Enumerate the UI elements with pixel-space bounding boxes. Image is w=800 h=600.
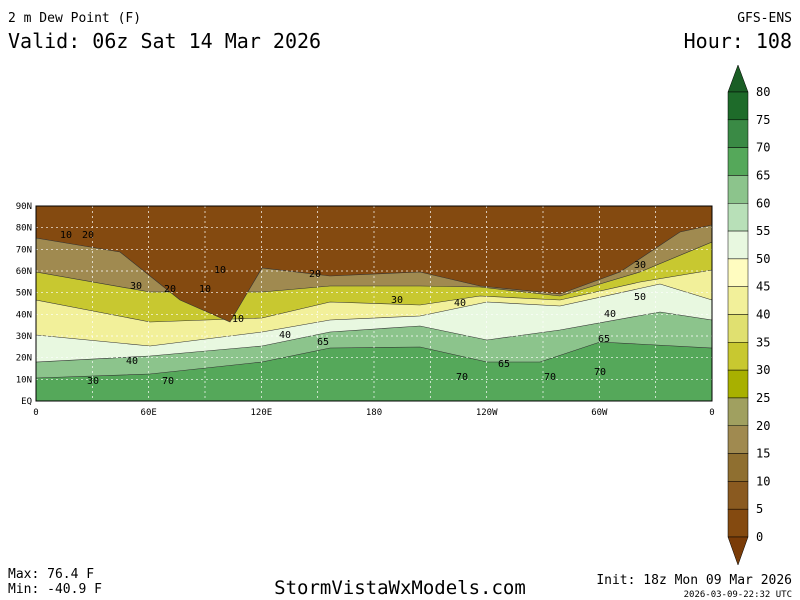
colorbar-label: 45	[756, 280, 770, 294]
lon-label: 120E	[250, 408, 272, 418]
colorbar-label: 5	[756, 502, 763, 516]
contour-label: 10	[60, 230, 72, 241]
contour-label: 10	[214, 265, 226, 276]
contour-label: 65	[598, 334, 610, 345]
contour-label: 65	[498, 359, 510, 370]
colorbar-label: 75	[756, 113, 770, 127]
contour-label: 20	[164, 284, 176, 295]
colorbar-label: 65	[756, 168, 770, 182]
colorbar-label: 25	[756, 391, 770, 405]
contour-label: 20	[309, 269, 321, 280]
colorbar-label: 70	[756, 141, 770, 155]
colorbar-box	[727, 369, 749, 399]
min-value: Min: -40.9 F	[8, 582, 102, 597]
lon-label: 0	[709, 408, 714, 418]
timestamp: 2026-03-09-22:32 UTC	[684, 590, 792, 600]
contour-label: 40	[279, 330, 291, 341]
contour-label: 30	[87, 376, 99, 387]
colorbar-box	[727, 203, 749, 232]
lat-label: 50N	[16, 289, 32, 299]
contour-label: 70	[544, 372, 556, 383]
site-name: StormVistaWxModels.com	[274, 577, 526, 599]
lat-label: EQ	[21, 397, 32, 407]
model-name: GFS-ENS	[737, 11, 792, 26]
lat-label: 70N	[16, 245, 32, 255]
colorbar-box	[727, 314, 749, 343]
colorbar-label: 50	[756, 252, 770, 266]
colorbar-box	[727, 119, 749, 148]
map-title: 2 m Dew Point (F)	[8, 11, 141, 26]
colorbar-box	[727, 481, 749, 510]
colorbar-box	[727, 508, 749, 538]
colorbar-box	[727, 230, 749, 260]
colorbar-label: 40	[756, 308, 770, 322]
colorbar-label: 30	[756, 363, 770, 377]
lon-label: 0	[33, 408, 38, 418]
colorbar-box	[727, 397, 749, 426]
lat-label: 20N	[16, 354, 32, 364]
colorbar-box	[727, 425, 749, 454]
colorbar-label: 55	[756, 224, 770, 238]
max-value: Max: 76.4 F	[8, 567, 94, 582]
contour-label: 70	[456, 372, 468, 383]
lat-label: 30N	[16, 332, 32, 342]
colorbar-label: 20	[756, 419, 770, 433]
colorbar-box	[727, 342, 749, 371]
lat-label: 80N	[16, 224, 32, 234]
colorbar-box	[727, 453, 749, 482]
lon-label: 180	[366, 408, 382, 418]
contour-label: 70	[594, 367, 606, 378]
map-frame	[35, 205, 713, 402]
contour-label: 70	[162, 376, 174, 387]
colorbar-box	[727, 258, 749, 287]
contour-label: 40	[454, 298, 466, 309]
colorbar-label: 15	[756, 447, 770, 461]
colorbar-box	[727, 286, 749, 315]
lat-label: 90N	[16, 202, 32, 212]
contour-label: 30	[634, 260, 646, 271]
contour-label: 40	[126, 356, 138, 367]
contour-label: 10	[232, 314, 244, 325]
contour-label: 65	[317, 337, 329, 348]
init-time: Init: 18z Mon 09 Mar 2026	[596, 573, 792, 588]
colorbar-box	[727, 147, 749, 176]
colorbar-label: 0	[756, 530, 763, 544]
colorbar-label: 35	[756, 335, 770, 349]
colorbar-box	[727, 175, 749, 204]
colorbar-box	[727, 91, 749, 121]
contour-label: 30	[130, 281, 142, 292]
colorbar-bottom-arrow	[727, 536, 749, 566]
lon-label: 120W	[476, 408, 498, 418]
valid-time: Valid: 06z Sat 14 Mar 2026	[8, 29, 321, 53]
lat-label: 10N	[16, 375, 32, 385]
contour-label: 10	[199, 284, 211, 295]
colorbar-label: 60	[756, 196, 770, 210]
contour-label: 30	[391, 295, 403, 306]
forecast-hour: Hour: 108	[684, 29, 792, 53]
colorbar-label: 80	[756, 85, 770, 99]
lat-label: 60N	[16, 267, 32, 277]
lon-label: 60E	[141, 408, 157, 418]
lon-label: 60W	[591, 408, 608, 418]
contour-label: 50	[634, 292, 646, 303]
colorbar-label: 10	[756, 474, 770, 488]
lat-label: 40N	[16, 310, 32, 320]
contour-label: 20	[82, 230, 94, 241]
contour-label: 40	[604, 309, 616, 320]
